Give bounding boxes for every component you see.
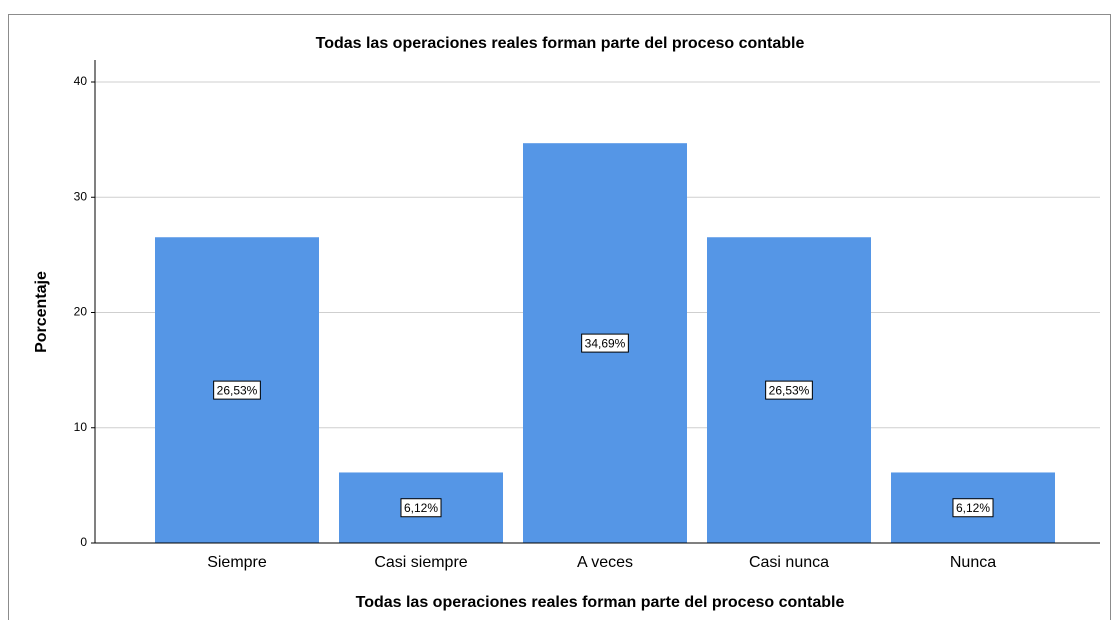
y-tick-label: 40 [74,74,88,88]
value-label-box [952,498,994,518]
x-tick-label: Siempre [207,554,267,571]
value-label-box [213,380,261,400]
value-label-box [581,333,629,353]
y-tick-label: 30 [74,189,88,203]
x-tick-label: Casi nunca [749,554,829,571]
value-label: 6,12% [404,501,438,515]
y-tick-label: 0 [80,535,87,549]
y-tick-label: 10 [74,420,88,434]
x-tick-label: A veces [577,554,633,571]
value-label: 6,12% [956,501,990,515]
x-axis-label: Todas las operaciones reales forman part… [356,594,845,611]
value-label-box [400,498,442,518]
x-tick-label: Casi siempre [374,554,467,571]
value-label: 34,69% [585,336,626,350]
chart-title: Todas las operaciones reales forman part… [316,35,805,52]
y-axis-label: Porcentaje [33,271,50,353]
value-label-box [765,380,813,400]
value-label: 26,53% [217,383,258,397]
value-label: 26,53% [769,383,810,397]
y-tick-label: 20 [74,305,88,319]
x-tick-label: Nunca [950,554,996,571]
